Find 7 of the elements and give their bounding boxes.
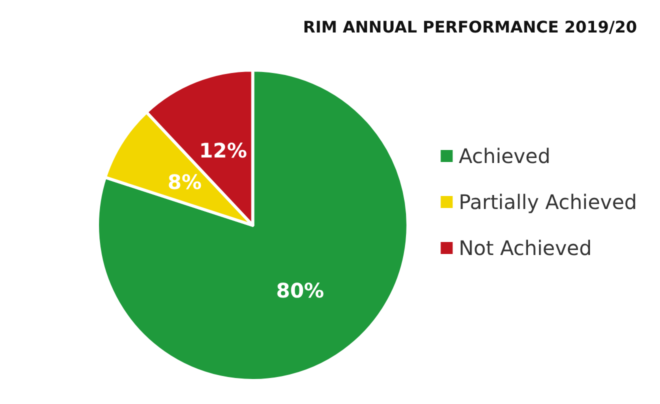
data-label: 80%: [276, 278, 324, 302]
legend-label: Partially Achieved: [458, 190, 638, 214]
data-label: 8%: [168, 170, 202, 194]
data-label: 12%: [199, 138, 247, 162]
legend-label: Achieved: [458, 144, 550, 168]
legend-label: Not Achieved: [458, 236, 592, 260]
chart-title: RIM ANNUAL PERFORMANCE 2019/20: [303, 18, 637, 36]
